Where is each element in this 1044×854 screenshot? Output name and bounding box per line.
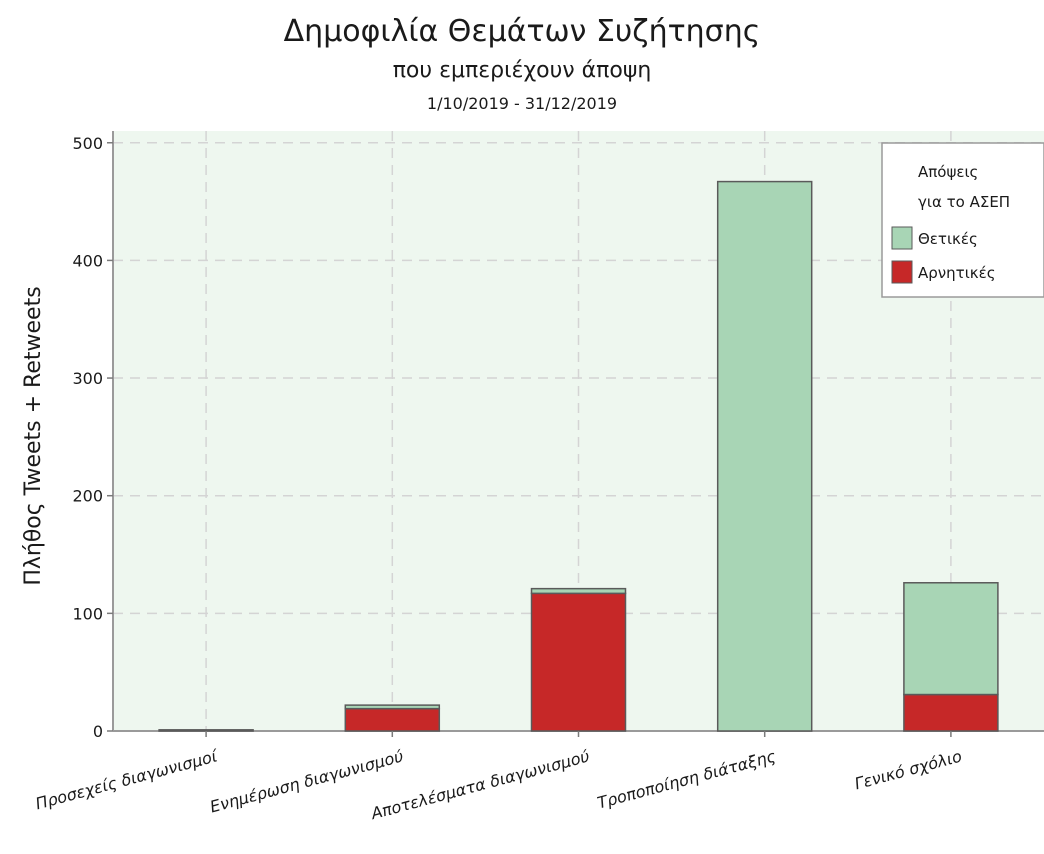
legend-title: Απόψεις [918, 163, 978, 181]
chart-title: Δημοφιλία Θεμάτων Συζήτησης [283, 14, 761, 49]
y-tick-label: 200 [72, 487, 103, 506]
bar-positive [903, 582, 999, 696]
bar-negative [344, 707, 441, 732]
bar-positive [716, 180, 813, 732]
chart-date-range: 1/10/2019 - 31/12/2019 [426, 94, 618, 113]
y-axis-label: Πλήθος Tweets + Retweets [21, 286, 46, 585]
legend-swatch [891, 226, 913, 250]
bar-positive [158, 729, 254, 732]
legend-title-line2: για το ΑΣΕΠ [918, 193, 1010, 211]
y-tick-label: 300 [72, 369, 103, 388]
y-tick-label: 500 [72, 134, 103, 153]
chart-subtitle: που εμπεριέχουν άποψη [392, 58, 652, 83]
legend-entry: Θετικές [918, 230, 978, 248]
y-tick-label: 0 [93, 722, 103, 741]
y-tick-label: 100 [72, 604, 103, 623]
legend-swatch [891, 260, 913, 284]
legend-entry: Αρνητικές [918, 264, 996, 282]
x-tick-label: Τροποποίηση διάταξης [595, 747, 778, 813]
y-tick-label: 400 [72, 251, 103, 270]
bar-positive [530, 587, 627, 595]
bar-negative [903, 693, 999, 732]
bar-positive [344, 704, 441, 710]
x-tick-label: Γενικό σχόλιο [852, 746, 964, 793]
bar-negative [530, 592, 627, 732]
x-tick-label: Προσεχείς διαγωνισμοί [33, 746, 220, 813]
